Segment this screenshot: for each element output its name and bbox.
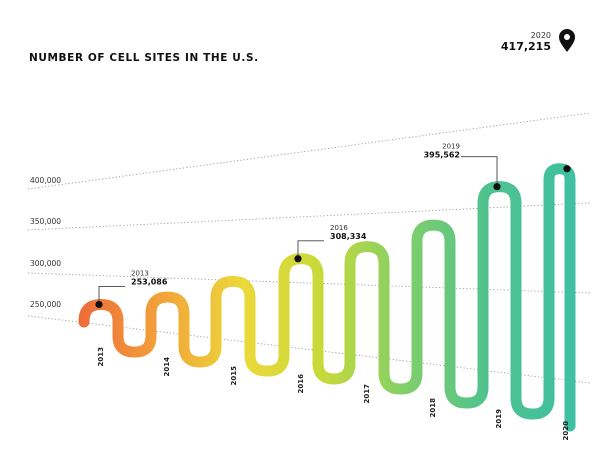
x-tick-label: 2020 (562, 421, 570, 441)
callout-year: 2016 (330, 224, 348, 232)
x-tick-label: 2013 (97, 347, 105, 367)
end-marker (559, 29, 575, 52)
x-tick-label: 2014 (163, 357, 171, 377)
callout-year: 2019 (442, 143, 460, 151)
x-tick-label: 2016 (297, 374, 305, 394)
y-tick-label: 400,000 (30, 176, 61, 185)
callout-value: 253,086 (131, 277, 168, 286)
x-tick-label: 2017 (363, 384, 371, 404)
data-point-marker (493, 183, 501, 191)
data-point-marker (294, 255, 302, 263)
x-tick-label: 2015 (230, 366, 238, 386)
callout-leader (461, 156, 498, 187)
callout-value: 308,334 (330, 232, 367, 241)
chart-title: NUMBER OF CELL SITES IN THE U.S. (29, 52, 259, 64)
callout-leader (98, 285, 125, 305)
gridline-4 (27, 112, 591, 190)
location-pin-hole (564, 34, 570, 40)
gridline-3 (27, 202, 591, 231)
y-axis-labels: 250,000 300,000 350,000 400,000 (30, 176, 61, 309)
y-tick-label: 250,000 (30, 300, 61, 309)
y-tick-label: 350,000 (30, 217, 61, 226)
callout-year: 2020 (531, 31, 551, 40)
location-pin-icon (559, 29, 575, 52)
data-point-marker (95, 300, 103, 309)
gridline-2 (27, 272, 591, 294)
x-tick-label: 2018 (429, 398, 437, 418)
callout-leader (297, 240, 324, 259)
gridline-1 (27, 315, 591, 384)
gridlines (27, 112, 591, 384)
callout-year: 2013 (131, 269, 149, 277)
x-tick-label: 2019 (495, 409, 503, 429)
x-axis-labels: 2013 2014 2015 2016 2017 2018 2019 2020 (97, 347, 570, 441)
data-point-marker (563, 165, 571, 173)
callout-value: 395,562 (424, 151, 460, 160)
y-tick-label: 300,000 (30, 259, 61, 268)
callout-value: 417,215 (501, 40, 551, 53)
